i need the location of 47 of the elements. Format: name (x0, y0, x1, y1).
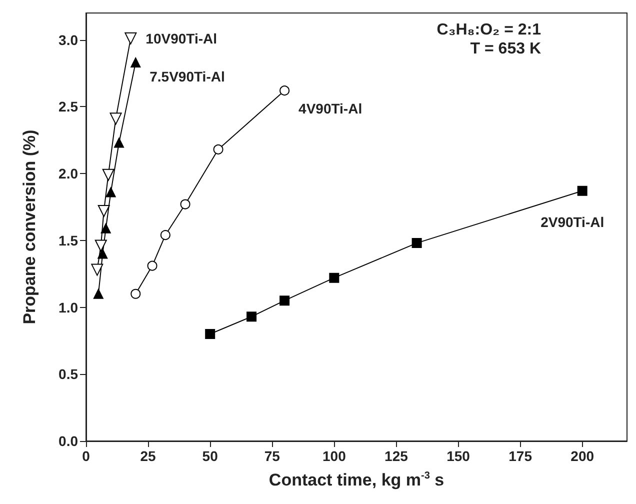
point (91, 264, 104, 276)
point (114, 138, 124, 148)
series-label: 7.5V90Ti-Al (150, 68, 225, 84)
series-label: 4V90Ti-Al (298, 100, 362, 117)
x-tick-label: 175 (508, 448, 532, 464)
point (124, 32, 137, 44)
y-axis-title: Propane conversion (%) (20, 130, 39, 324)
point (412, 238, 422, 248)
point (329, 272, 340, 283)
x-tick-label: 25 (140, 448, 156, 464)
x-tick-label: 125 (384, 448, 408, 464)
annotation: T = 653 K (470, 40, 542, 58)
point (205, 329, 216, 339)
point (130, 57, 141, 68)
y-tick-label: 1.0 (58, 299, 78, 316)
point (93, 288, 104, 299)
x-tick-label: 75 (264, 448, 280, 464)
y-tick-label: 0.5 (58, 366, 78, 382)
point (130, 288, 141, 299)
y-tick-label: 2.0 (58, 166, 78, 182)
point (246, 312, 257, 322)
point (102, 168, 114, 181)
point (147, 260, 158, 271)
point (94, 240, 107, 252)
x-tick-label: 200 (570, 448, 594, 464)
point (160, 230, 170, 240)
point (577, 186, 588, 196)
series-label: 10V90Ti-Al (146, 30, 218, 46)
x-tick-label: 100 (322, 448, 346, 464)
point (98, 204, 110, 217)
point (180, 199, 190, 210)
point (98, 248, 108, 259)
point (106, 187, 116, 198)
y-tick-label: 2.5 (58, 98, 78, 115)
point (100, 223, 111, 234)
series-label: 2V90Ti-Al (540, 214, 604, 230)
y-tick-label: 3.0 (58, 32, 78, 48)
y-tick-label: 0.0 (58, 433, 78, 449)
x-tick-label: 50 (202, 448, 218, 464)
x-tick-label: 150 (446, 448, 470, 464)
point (213, 144, 224, 154)
x-tick-label: 0 (82, 448, 90, 464)
point (280, 86, 290, 96)
y-tick-label: 1.5 (58, 232, 78, 248)
point (280, 296, 290, 306)
annotation: C₃H₈:O₂ = 2:1 (436, 22, 542, 38)
point (110, 112, 122, 125)
